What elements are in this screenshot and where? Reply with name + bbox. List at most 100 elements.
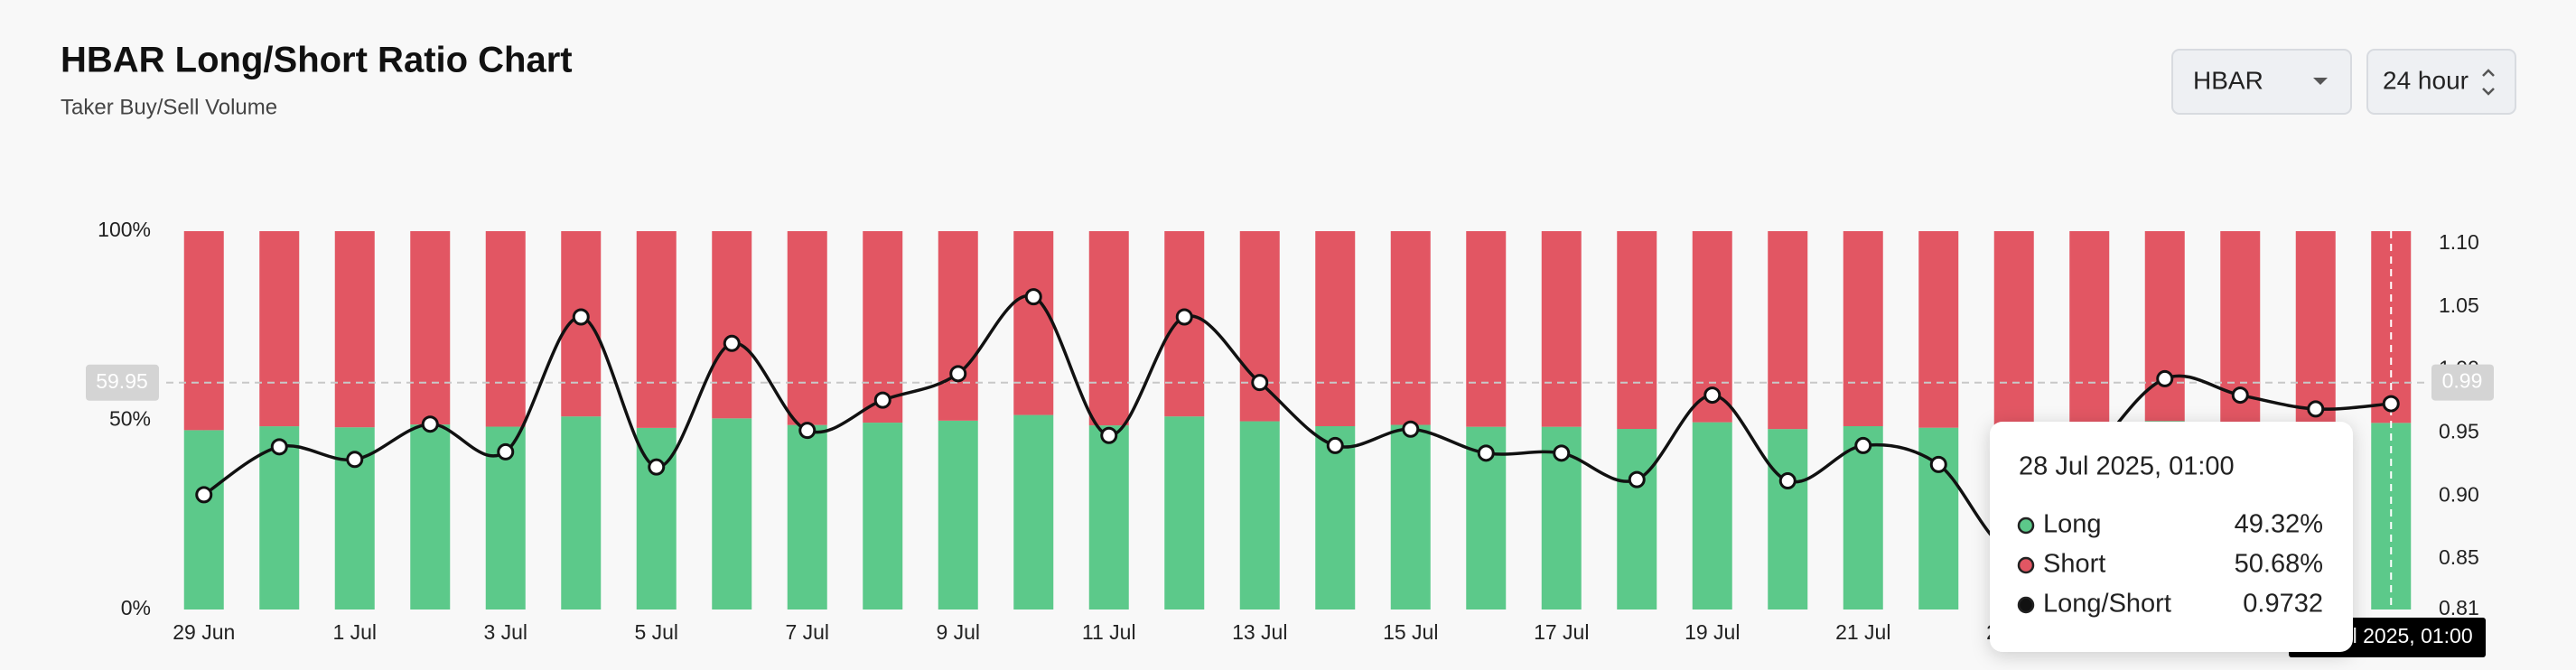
bar-segment	[2144, 231, 2185, 422]
y2-tick-label: 0.85	[2439, 545, 2479, 569]
bar-segment	[2069, 231, 2110, 428]
bar-segment	[183, 231, 224, 431]
y-tick-label: 50%	[109, 407, 151, 431]
tooltip-value: 49.32%	[2235, 510, 2323, 539]
bar-segment	[1088, 231, 1129, 426]
ratio-point	[497, 442, 515, 461]
dropdown-icon	[2313, 78, 2328, 85]
select-box[interactable]	[2366, 49, 2516, 115]
plot-area: 0%50%100%0.810.850.900.951.001.051.1029 …	[86, 218, 2494, 644]
y2-tick-label: 0.81	[2439, 596, 2479, 619]
bar-segment	[1466, 231, 1507, 427]
bar-segment	[712, 418, 752, 610]
ratio-point	[1477, 444, 1495, 462]
x-tick-label: 7 Jul	[785, 620, 829, 644]
tooltip-dot	[2017, 516, 2035, 535]
bar-segment	[1918, 231, 1959, 428]
y2-tick-label: 0.90	[2439, 482, 2479, 506]
ratio-point	[421, 415, 439, 433]
symbol-select[interactable]: HBAR	[2171, 49, 2352, 115]
tooltip-title: 28 Jul 2025, 01:00	[2019, 452, 2235, 481]
bar-segment	[863, 231, 903, 423]
tooltip-box	[1990, 422, 2353, 652]
bar-segment	[561, 416, 602, 610]
bar-segment	[1088, 425, 1129, 610]
ratio-point	[1553, 444, 1571, 462]
ratio-point	[648, 458, 666, 476]
tooltip-name: Short	[2043, 550, 2105, 579]
chart-title: HBAR Long/Short Ratio Chart	[61, 41, 573, 80]
ratio-point	[1402, 420, 1420, 438]
bar-segment	[2295, 231, 2336, 423]
hover-overlay: 28 Jul 2025, 01:00 28 Jul 2025, 01:00 Lo…	[1990, 422, 2486, 657]
bar-segment	[712, 231, 752, 419]
bar-segment	[1315, 231, 1356, 426]
bar-segment	[938, 420, 978, 610]
x-tick-label: 9 Jul	[936, 620, 980, 644]
bar-segment	[1617, 429, 1657, 610]
y2-tick-label: 1.10	[2439, 230, 2479, 254]
crosshair-label: 0.99	[2442, 369, 2483, 393]
ratio-point	[1703, 386, 1722, 405]
x-tick-label: 17 Jul	[1534, 620, 1589, 644]
x-tick-label: 1 Jul	[332, 620, 377, 644]
bar-segment	[259, 426, 300, 610]
tooltip-dot	[2017, 596, 2035, 614]
bar-segment	[1843, 425, 1883, 610]
y-tick-label: 100%	[98, 218, 151, 241]
bar-segment	[1013, 231, 1054, 415]
ratio-point	[2307, 400, 2325, 418]
ratio-point	[1628, 470, 1646, 489]
x-tick-label: 13 Jul	[1232, 620, 1287, 644]
tooltip-value: 50.68%	[2235, 550, 2323, 579]
stepper-icon	[2482, 69, 2495, 96]
x-tick-label: 5 Jul	[634, 620, 678, 644]
tooltip-name: Long/Short	[2043, 590, 2171, 619]
chart-subtitle: Taker Buy/Sell Volume	[61, 95, 277, 119]
bar-segment	[1617, 231, 1657, 430]
bar-segment	[1239, 231, 1280, 422]
bar-segment	[410, 424, 451, 610]
ratio-point	[1175, 308, 1193, 326]
tooltip-value: 0.9732	[2243, 590, 2323, 619]
bar-segment	[787, 424, 827, 610]
y-tick-label: 0%	[121, 596, 151, 619]
bar-segment	[1239, 421, 1280, 610]
bar-segment	[1315, 425, 1356, 610]
x-tick-label: 15 Jul	[1383, 620, 1438, 644]
ratio-point	[873, 391, 891, 409]
x-tick-label: 3 Jul	[483, 620, 527, 644]
bar-segment	[787, 231, 827, 425]
ratio-point	[1929, 455, 1947, 473]
x-tick-label: 21 Jul	[1835, 620, 1890, 644]
ratio-point	[1854, 436, 1872, 454]
select-value[interactable]: HBAR	[2193, 66, 2263, 94]
bar-segment	[938, 231, 978, 421]
select-box[interactable]	[2171, 49, 2352, 115]
bar-segment	[334, 231, 375, 428]
tooltip-name: Long	[2043, 510, 2102, 539]
ratio-point	[270, 438, 288, 456]
ratio-point	[1024, 288, 1042, 306]
tooltip-dot	[2017, 556, 2035, 574]
bar-segment	[1768, 429, 1808, 610]
bar-segment	[1692, 422, 1732, 610]
ratio-point	[1251, 374, 1269, 392]
ratio-point	[572, 308, 590, 326]
bar-segment	[410, 231, 451, 425]
bar-segment	[1390, 424, 1431, 610]
bar-segment	[1993, 231, 2034, 435]
ratio-point	[2156, 369, 2174, 387]
ratio-point	[195, 486, 213, 504]
bar-segment	[863, 423, 903, 610]
bar-segment	[259, 231, 300, 427]
bar-segment	[1843, 231, 1883, 426]
interval-select[interactable]: 24 hour	[2366, 49, 2516, 115]
x-tick-label: 11 Jul	[1082, 620, 1136, 644]
select-value[interactable]: 24 hour	[2383, 66, 2469, 94]
bar-segment	[636, 231, 677, 428]
ratio-point	[1100, 426, 1118, 444]
ratio-point	[949, 365, 967, 383]
